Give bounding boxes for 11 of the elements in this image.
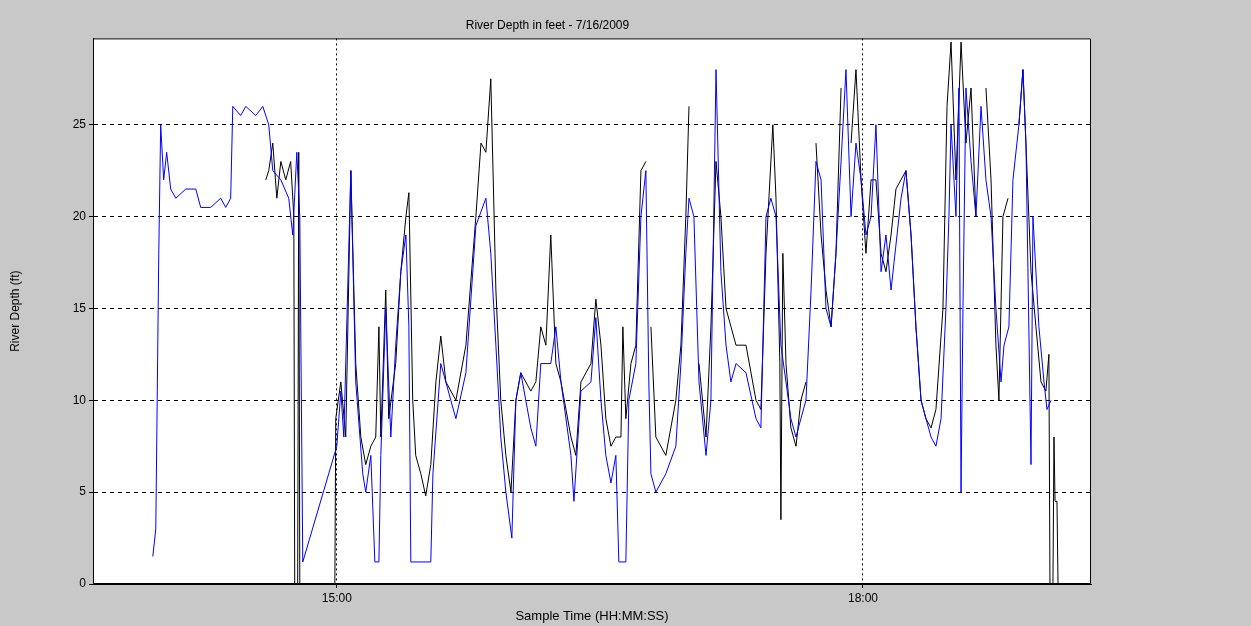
y-tick-label: 0 xyxy=(79,576,87,591)
y-tick-label: 20 xyxy=(72,208,87,223)
y-axis-title: River Depth (ft) xyxy=(7,270,22,352)
x-axis-title: Sample Time (HH:MM:SS) xyxy=(515,607,669,623)
y-tick-label: 5 xyxy=(79,484,87,499)
x-tick-label: 15:00 xyxy=(321,590,353,605)
y-tick-label: 15 xyxy=(72,300,87,315)
y-tick-label: 25 xyxy=(72,117,87,132)
y-tick-label: 10 xyxy=(72,392,87,407)
chart-title: River Depth in feet - 7/16/2009 xyxy=(465,17,630,32)
x-tick-label: 18:00 xyxy=(847,590,879,605)
